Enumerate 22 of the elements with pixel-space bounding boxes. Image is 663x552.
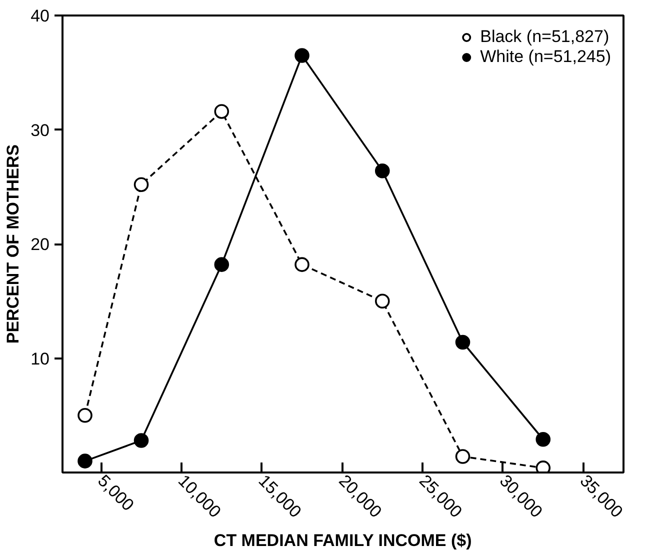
y-tick-label: 40 <box>30 6 50 26</box>
x-axis-title: CT MEDIAN FAMILY INCOME ($) <box>214 530 472 550</box>
point <box>374 163 390 178</box>
y-tick-label: 30 <box>30 120 50 140</box>
point <box>294 257 310 272</box>
point <box>134 433 149 448</box>
point <box>214 104 230 119</box>
legend-label: White (n=51,245) <box>480 47 611 67</box>
point <box>214 257 230 272</box>
y-tick-label: 10 <box>30 349 50 368</box>
point <box>536 460 551 472</box>
point <box>78 454 92 468</box>
y-tick-label: 20 <box>30 235 50 254</box>
point <box>78 408 92 423</box>
point <box>455 449 470 464</box>
y-axis-title: PERCENT OF MOTHERS <box>4 144 23 344</box>
point <box>455 334 470 350</box>
point <box>374 294 390 309</box>
point <box>536 432 551 447</box>
legend-label: Black (n=51,827) <box>480 27 610 47</box>
point <box>134 177 149 192</box>
point <box>294 48 310 63</box>
